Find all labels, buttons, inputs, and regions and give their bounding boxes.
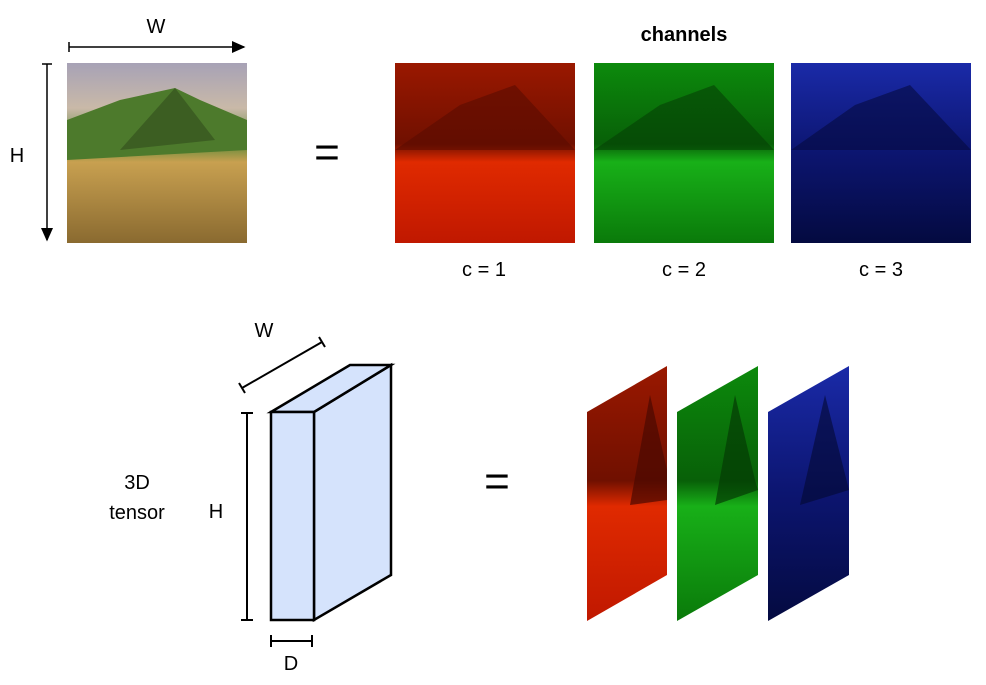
slice-red	[587, 366, 667, 621]
height-label: H	[10, 145, 24, 167]
channels-title: channels	[641, 24, 728, 46]
equals-sign: =	[314, 128, 340, 177]
tensor-label-line2: tensor	[109, 502, 165, 524]
tensor-height-bar	[241, 412, 253, 621]
tensor-width-label: W	[255, 320, 274, 342]
channel-label-3: c = 3	[859, 259, 903, 281]
tensor-depth-label: D	[284, 653, 298, 675]
tensor-depth-bar	[270, 635, 313, 647]
channel-label-2: c = 2	[662, 259, 706, 281]
tensor-cuboid	[266, 362, 396, 623]
channel-green	[594, 63, 774, 243]
slice-green	[677, 366, 758, 621]
tensor-width-bar	[238, 336, 326, 394]
equals-sign-bottom: =	[484, 457, 510, 506]
slice-blue	[768, 366, 849, 621]
landscape-image	[67, 63, 247, 243]
tensor-label-line1: 3D	[124, 472, 150, 494]
tensor-height-label: H	[209, 501, 223, 523]
channel-red	[395, 63, 575, 243]
channel-blue	[791, 63, 971, 243]
channel-label-1: c = 1	[462, 259, 506, 281]
width-label: W	[147, 16, 166, 38]
